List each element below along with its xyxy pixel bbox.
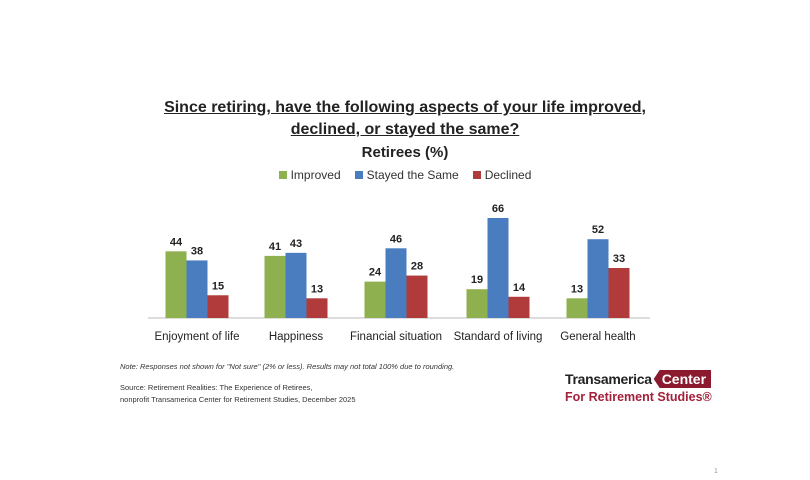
legend-label: Improved [290, 168, 341, 182]
chart-title-line1: Since retiring, have the following aspec… [164, 99, 646, 116]
source-line-1: Source: Retirement Realities: The Experi… [120, 383, 313, 392]
data-label: 33 [613, 253, 625, 265]
data-label: 44 [170, 236, 183, 248]
category-label: Enjoyment of life [154, 331, 239, 343]
data-label: 13 [571, 283, 583, 295]
bar-improved [364, 281, 386, 318]
data-label: 52 [592, 224, 604, 236]
bar-stayed-the-same [186, 260, 208, 318]
chart-title-line2: declined, or stayed the same? [290, 121, 520, 138]
bar-improved [566, 298, 588, 318]
source-line-2: nonprofit Transamerica Center for Retire… [120, 395, 356, 404]
bar-declined [608, 268, 630, 318]
logo-badge: Center [653, 370, 712, 388]
chart-subtitle: Retirees (%) [361, 144, 449, 161]
data-label: 19 [471, 274, 483, 286]
data-label: 41 [269, 241, 281, 253]
legend: Improved Stayed the Same Declined [0, 168, 810, 182]
legend-label: Declined [484, 168, 532, 182]
legend-label: Stayed the Same [366, 168, 459, 182]
bar-improved [264, 255, 286, 318]
logo-subtext: For Retirement Studies® [565, 390, 712, 404]
legend-swatch [472, 171, 481, 179]
legend-item-same: Stayed the Same [354, 168, 459, 182]
category-label: Happiness [269, 331, 324, 343]
data-label: 28 [411, 261, 423, 273]
legend-swatch [354, 171, 363, 179]
bar-stayed-the-same [587, 239, 609, 318]
logo-text: Transamerica [565, 371, 652, 387]
category-label: General health [560, 331, 635, 343]
bar-improved [466, 289, 488, 318]
category-label: Financial situation [350, 331, 442, 343]
data-label: 43 [290, 238, 302, 250]
transamerica-logo: Transamerica Center For Retirement Studie… [565, 370, 712, 404]
legend-item-improved: Improved [278, 168, 341, 182]
legend-item-declined: Declined [472, 168, 532, 182]
bar-declined [306, 298, 328, 318]
data-label: 13 [311, 283, 323, 295]
data-label: 15 [212, 280, 224, 292]
data-label: 14 [513, 282, 526, 294]
data-label: 24 [369, 267, 382, 279]
data-label: 66 [492, 203, 504, 215]
category-label: Standard of living [454, 331, 543, 343]
legend-swatch [278, 171, 287, 179]
data-label: 38 [191, 245, 203, 257]
page-number: 1 [714, 468, 718, 475]
bar-improved [165, 251, 187, 318]
bar-stayed-the-same [285, 252, 307, 318]
bar-stayed-the-same [487, 218, 509, 318]
data-label: 46 [390, 233, 402, 245]
bar-declined [508, 296, 530, 318]
footnote: Note: Responses not shown for "Not sure"… [120, 362, 455, 371]
bar-stayed-the-same [385, 248, 407, 318]
bar-declined [207, 295, 229, 318]
bar-declined [406, 275, 428, 318]
